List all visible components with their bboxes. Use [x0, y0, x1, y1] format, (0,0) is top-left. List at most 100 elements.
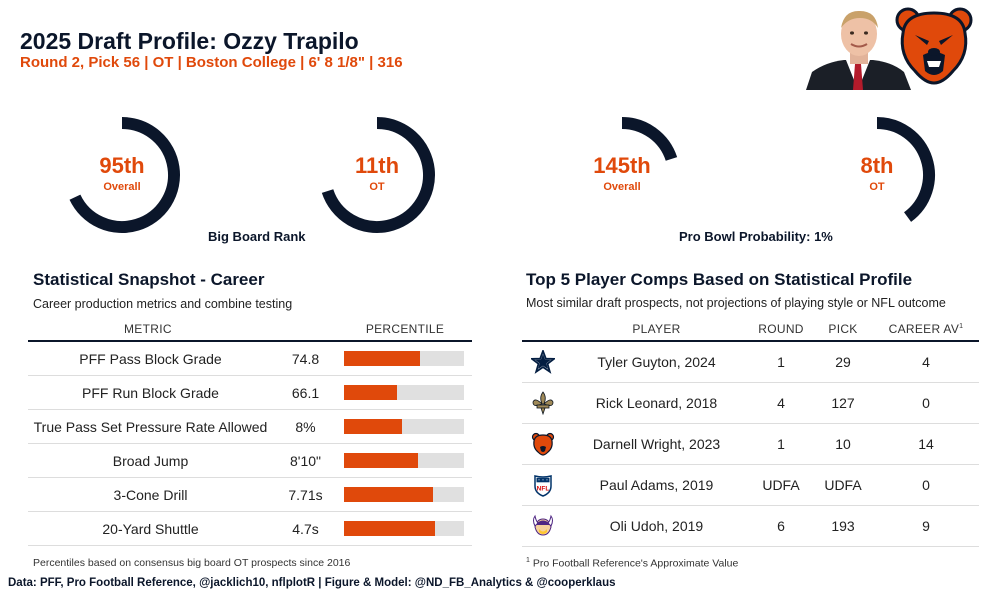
- comps-footnote-sup: 1: [526, 557, 530, 564]
- comp-round: 4: [749, 382, 813, 424]
- metric-name: PFF Run Block Grade: [28, 375, 273, 410]
- metric-name: 20-Yard Shuttle: [28, 511, 273, 546]
- comp-round: 1: [749, 423, 813, 465]
- comp-round: 1: [749, 341, 813, 383]
- comps-footnote-text: Pro Football Reference's Approximate Val…: [532, 557, 739, 570]
- col-round: ROUND: [758, 322, 804, 336]
- gauge-arc: [621, 117, 678, 162]
- col-career-av: CAREER AV1: [873, 318, 979, 341]
- comp-row: NFL Paul Adams, 2019 UDFA UDFA 0: [522, 464, 979, 506]
- comp-career-av: 14: [873, 423, 979, 465]
- metric-value: 8%: [273, 409, 338, 444]
- percentile-bar-track: [344, 385, 464, 400]
- comp-player: Tyler Guyton, 2024: [564, 341, 749, 383]
- percentile-bar: [344, 385, 397, 400]
- comp-career-av: 4: [873, 341, 979, 383]
- metric-name: True Pass Set Pressure Rate Allowed: [28, 409, 273, 444]
- gauge-arc: [876, 117, 935, 222]
- metric-row: PFF Pass Block Grade 74.8: [28, 341, 472, 376]
- comp-player: Paul Adams, 2019: [564, 464, 749, 506]
- gauge-label: OT: [869, 181, 885, 193]
- gauge-big-board-overall: 95th Overall: [62, 115, 182, 235]
- gauge-label: OT: [369, 181, 385, 193]
- comps-table: PLAYER ROUND PICK CAREER AV1 Tyler Guyto…: [522, 318, 979, 547]
- percentile-cell: [338, 477, 472, 512]
- percentile-cell: [338, 443, 472, 478]
- comp-row: Oli Udoh, 2019 6 193 9: [522, 505, 979, 547]
- bears-logo-icon: [893, 5, 975, 87]
- comps-footnote: 1 Pro Football Reference's Approximate V…: [526, 557, 738, 570]
- comp-pick: UDFA: [813, 464, 873, 506]
- bears-logo-icon: [522, 423, 564, 465]
- metric-name: Broad Jump: [28, 443, 273, 478]
- gauge-label: Overall: [603, 181, 641, 193]
- comp-round: UDFA: [749, 464, 813, 506]
- metric-value: 8'10": [273, 443, 338, 478]
- comp-career-av: 0: [873, 464, 979, 506]
- comp-pick: 127: [813, 382, 873, 424]
- percentile-cell: [338, 341, 472, 376]
- comp-pick: 193: [813, 505, 873, 547]
- page-title: 2025 Draft Profile: Ozzy Trapilo: [20, 28, 359, 54]
- snapshot-subtitle: Career production metrics and combine te…: [33, 297, 293, 311]
- source-line: Data: PFF, Pro Football Reference, @jack…: [8, 577, 616, 589]
- gauge-value: 8th: [860, 153, 894, 178]
- nfl-shield-icon: NFL: [522, 464, 564, 506]
- percentile-bar: [344, 453, 419, 468]
- vikings-horn-icon: [522, 505, 564, 547]
- percentile-cell: [338, 375, 472, 410]
- metric-value: 74.8: [273, 341, 338, 376]
- saints-fleur-de-lis-icon: [522, 382, 564, 424]
- percentile-bar-track: [344, 419, 464, 434]
- percentile-bar: [344, 419, 402, 434]
- metric-value: 7.71s: [273, 477, 338, 512]
- col-percentile: PERCENTILE: [365, 322, 445, 336]
- svg-text:NFL: NFL: [537, 486, 550, 493]
- snapshot-title: Statistical Snapshot - Career: [33, 270, 265, 289]
- gauge-arc: [321, 117, 435, 233]
- metric-name: PFF Pass Block Grade: [28, 341, 273, 376]
- comp-pick: 10: [813, 423, 873, 465]
- comp-row: Rick Leonard, 2018 4 127 0: [522, 382, 979, 424]
- percentile-cell: [338, 409, 472, 444]
- percentile-bar: [344, 521, 436, 536]
- percentile-bar: [344, 351, 420, 366]
- col-career-av-sup: 1: [959, 323, 964, 330]
- comps-title: Top 5 Player Comps Based on Statistical …: [526, 270, 913, 289]
- metric-value: 66.1: [273, 375, 338, 410]
- percentile-bar-track: [344, 521, 464, 536]
- comp-player: Oli Udoh, 2019: [564, 505, 749, 547]
- comp-player: Rick Leonard, 2018: [564, 382, 749, 424]
- pro-bowl-caption: Pro Bowl Probability: 1%: [679, 229, 833, 244]
- metric-name: 3-Cone Drill: [28, 477, 273, 512]
- gauge-value: 145th: [593, 153, 651, 178]
- gauge-pro-bowl-overall: 145th Overall: [562, 115, 682, 235]
- gauge-value: 95th: [99, 153, 145, 178]
- percentile-bar-track: [344, 351, 464, 366]
- metric-row: PFF Run Block Grade 66.1: [28, 375, 472, 410]
- snapshot-footnote: Percentiles based on consensus big board…: [33, 557, 351, 569]
- comp-round: 6: [749, 505, 813, 547]
- percentile-cell: [338, 511, 472, 546]
- col-career-av-label: CAREER AV: [888, 322, 960, 336]
- percentile-bar-track: [344, 453, 464, 468]
- comp-pick: 29: [813, 341, 873, 383]
- comp-row: Tyler Guyton, 2024 1 29 4: [522, 341, 979, 383]
- comps-subtitle: Most similar draft prospects, not projec…: [526, 296, 946, 310]
- metric-row: 20-Yard Shuttle 4.7s: [28, 511, 472, 546]
- metric-value: 4.7s: [273, 511, 338, 546]
- gauge-pro-bowl-position: 8th OT: [817, 115, 937, 235]
- page-subtitle: Round 2, Pick 56 | OT | Boston College |…: [20, 54, 403, 71]
- metric-row: 3-Cone Drill 7.71s: [28, 477, 472, 512]
- comp-career-av: 0: [873, 382, 979, 424]
- snapshot-table: METRIC PERCENTILE PFF Pass Block Grade 74…: [28, 318, 472, 546]
- cowboys-star-icon: [522, 341, 564, 383]
- col-player: PLAYER: [632, 322, 681, 336]
- metric-row: True Pass Set Pressure Rate Allowed 8%: [28, 409, 472, 444]
- percentile-bar-track: [344, 487, 464, 502]
- gauge-value: 11th: [354, 153, 400, 178]
- col-metric: METRIC: [124, 322, 172, 336]
- percentile-bar: [344, 487, 433, 502]
- big-board-caption: Big Board Rank: [208, 229, 306, 244]
- gauge-label: Overall: [103, 181, 141, 193]
